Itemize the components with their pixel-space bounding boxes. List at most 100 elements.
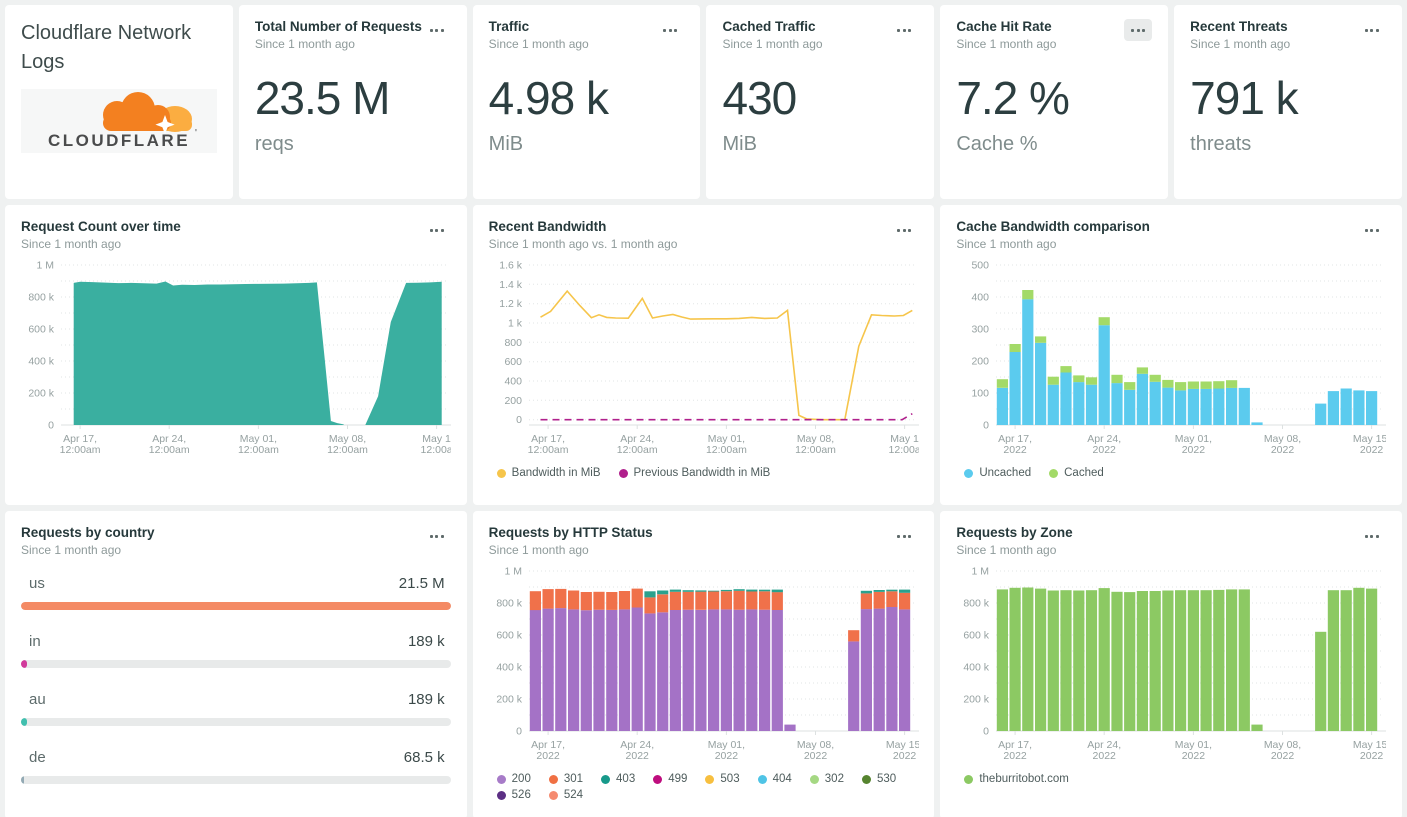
- legend-item[interactable]: Uncached: [964, 467, 1031, 479]
- bar-segment: [1086, 590, 1098, 731]
- bar-segment: [1035, 588, 1047, 731]
- legend-item[interactable]: 499: [653, 773, 687, 785]
- legend-item[interactable]: Bandwidth in MiB: [496, 467, 601, 479]
- ellipsis-menu-icon[interactable]: [1358, 525, 1386, 547]
- bar-segment: [860, 593, 872, 610]
- bar-segment: [1098, 317, 1111, 326]
- ellipsis-menu-icon[interactable]: [1358, 19, 1386, 41]
- ellipsis-menu-icon[interactable]: [890, 219, 918, 241]
- bar-segment: [847, 641, 859, 731]
- bar-segment: [707, 591, 719, 610]
- bar-segment: [898, 609, 910, 731]
- bar-segment: [694, 609, 707, 731]
- bar-segment: [885, 607, 898, 731]
- bar-segment: [1111, 591, 1123, 731]
- y-tick-label: 100: [972, 388, 990, 400]
- y-tick-label: 400: [972, 292, 990, 304]
- country-list: us 21.5 M in 189 k au 189 k de 68.5 k: [21, 575, 451, 784]
- legend-item[interactable]: Previous Bandwidth in MiB: [618, 467, 771, 479]
- y-tick-label: 800: [504, 337, 522, 349]
- panel-cache-bandwidth: Cache Bandwidth comparison Since 1 month…: [940, 205, 1402, 505]
- ellipsis-menu-icon[interactable]: [423, 525, 451, 547]
- x-tick-label: Apr 24, 12:00am: [149, 433, 190, 456]
- bar-segment: [1162, 379, 1174, 388]
- legend-label: Uncached: [979, 467, 1032, 479]
- legend-item[interactable]: 301: [548, 773, 583, 785]
- y-tick-label: 0: [48, 420, 54, 432]
- ellipsis-menu-icon[interactable]: [1124, 19, 1153, 41]
- bar-segment: [1073, 375, 1085, 383]
- area-series: [365, 281, 442, 425]
- legend-item[interactable]: 503: [705, 773, 740, 785]
- bar-segment: [529, 610, 541, 731]
- bar-segment: [1239, 387, 1251, 425]
- y-tick-label: 600 k: [28, 324, 54, 336]
- legend-item[interactable]: 403: [601, 773, 635, 785]
- bar-segment: [771, 610, 783, 731]
- bar-segment: [1213, 381, 1225, 389]
- legend-dot-icon: [964, 774, 974, 784]
- legend-dot-icon: [757, 774, 767, 784]
- panel-title: Requests by country: [21, 525, 155, 540]
- legend-label: Previous Bandwidth in MiB: [633, 467, 771, 479]
- request-count-chart: 1 M 800 k 600 k 400 k 200 k 0 Apr 17, 12:00am Ap…: [28, 260, 451, 456]
- panel-subtitle: Since 1 month ago: [956, 237, 1057, 251]
- kpi-subtitle: Since 1 month ago: [1190, 37, 1291, 51]
- y-tick-label: 200 k: [28, 388, 54, 400]
- bar-segment: [720, 589, 732, 592]
- bar-segment: [784, 724, 796, 731]
- country-label: in: [29, 633, 41, 650]
- ellipsis-menu-icon[interactable]: [423, 219, 451, 241]
- bar-segment: [1328, 391, 1340, 425]
- legend-item[interactable]: 404: [757, 773, 792, 785]
- legend-label: 503: [720, 773, 740, 785]
- x-tick-label: Apr 17, 2022: [998, 433, 1032, 456]
- bar-segment: [1035, 336, 1047, 343]
- ellipsis-menu-icon[interactable]: [890, 19, 918, 41]
- kpi-title: Cached Traffic: [722, 19, 816, 34]
- bar-segment: [860, 590, 872, 594]
- y-tick-label: 1 M: [36, 260, 54, 272]
- legend-item[interactable]: 200: [496, 773, 531, 785]
- ellipsis-menu-icon[interactable]: [656, 19, 684, 41]
- country-label: de: [29, 749, 46, 766]
- bar-segment: [618, 591, 630, 610]
- requests-by-zone-chart: 1 M 800 k 600 k 400 k 200 k 0 Apr 17, 2022 Apr 2…: [964, 566, 1387, 762]
- cloudflare-logo-box: CLOUDFLARE ': [21, 89, 217, 153]
- y-tick-label: 0: [516, 414, 522, 426]
- bar-segment: [997, 387, 1009, 425]
- legend-item[interactable]: 302: [809, 773, 844, 785]
- kpi-subtitle: Since 1 month ago: [956, 37, 1057, 51]
- legend-item[interactable]: theburritobot.com: [964, 773, 1069, 785]
- bar-segment: [580, 610, 592, 731]
- bar-segment: [1175, 390, 1187, 425]
- bar-segment: [1098, 325, 1111, 425]
- y-tick-label: 400 k: [964, 662, 990, 674]
- ellipsis-menu-icon[interactable]: [890, 525, 918, 547]
- legend-item[interactable]: 530: [861, 773, 896, 785]
- bar-segment: [682, 590, 694, 592]
- bar-segment: [1073, 590, 1085, 731]
- y-tick-label: 300: [972, 324, 990, 336]
- y-tick-label: 200 k: [964, 694, 990, 706]
- kpi-card-cached-traffic: Cached Traffic Since 1 month ago 430 MiB: [706, 5, 935, 199]
- recent-bandwidth-chart: 1.6 k 1.4 k 1.2 k 1 k 800 600 400 200 0 Apr 17, 12…: [499, 260, 919, 456]
- bar-segment: [1213, 388, 1225, 425]
- legend-dot-icon: [548, 774, 558, 784]
- y-tick-label: 400 k: [28, 356, 54, 368]
- legend-item[interactable]: 524: [548, 789, 583, 801]
- y-tick-label: 200: [504, 395, 522, 407]
- x-tick-label: May 01, 2022: [707, 739, 744, 762]
- bar-segment: [745, 589, 758, 592]
- bar-segment: [669, 591, 681, 610]
- bar-segment: [542, 589, 554, 609]
- bar-segment: [1239, 589, 1251, 731]
- legend-item[interactable]: Cached: [1049, 467, 1104, 479]
- legend-dot-icon: [809, 774, 819, 784]
- bar-segment: [1200, 388, 1213, 425]
- bar-segment: [758, 591, 770, 610]
- legend-item[interactable]: 526: [496, 789, 531, 801]
- ellipsis-menu-icon[interactable]: [1358, 219, 1386, 241]
- ellipsis-menu-icon[interactable]: [423, 19, 451, 41]
